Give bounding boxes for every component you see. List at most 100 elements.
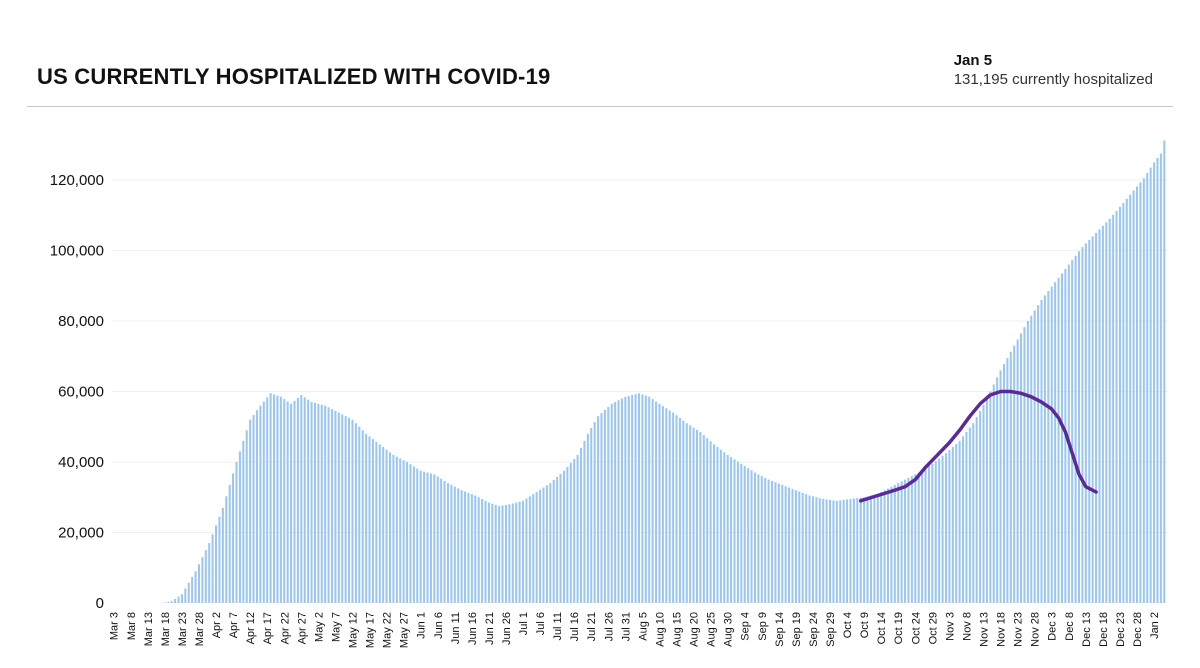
bar: [897, 483, 900, 603]
bar: [215, 525, 218, 603]
bar: [583, 440, 586, 603]
bar: [388, 452, 392, 603]
bar: [167, 601, 170, 603]
x-tick-label: Mar 23: [177, 612, 189, 646]
x-tick-label: Dec 23: [1115, 612, 1127, 647]
bar: [828, 499, 832, 603]
bar: [313, 402, 316, 603]
x-tick-label: Aug 25: [706, 612, 718, 647]
bar: [232, 473, 235, 603]
bar: [337, 412, 340, 603]
x-axis: Mar 3 Mar 8 Mar 13 Mar 18 Mar 23 Mar 28 Apr 2 A…: [109, 612, 1161, 648]
bar: [842, 499, 845, 603]
x-tick-label: Nov 23: [1013, 612, 1025, 647]
bar: [252, 415, 255, 603]
x-tick-label: Sep 24: [808, 612, 820, 647]
bar: [1067, 264, 1070, 603]
bar: [600, 413, 603, 603]
bar: [962, 436, 965, 603]
bar: [354, 423, 357, 603]
bar: [334, 410, 337, 603]
x-tick-label: Jan 2: [1149, 612, 1161, 639]
bar: [474, 495, 477, 603]
bar: [586, 433, 589, 603]
x-tick-label: Mar 18: [160, 612, 172, 646]
bar: [300, 395, 303, 603]
bar: [873, 494, 876, 603]
chart-title: US CURRENTLY HOSPITALIZED WITH COVID-19: [37, 64, 551, 89]
bar: [767, 479, 770, 604]
bar: [310, 402, 313, 603]
bar: [989, 391, 992, 603]
bar: [764, 477, 767, 603]
bar: [174, 598, 177, 603]
bar: [242, 440, 245, 603]
x-tick-label: Oct 29: [927, 612, 939, 644]
bar: [757, 474, 760, 603]
bar: [944, 453, 948, 603]
bar: [982, 404, 985, 603]
bar: [658, 403, 661, 603]
bar: [1040, 299, 1043, 603]
bar: [440, 478, 443, 603]
x-tick-label: Oct 14: [876, 612, 888, 644]
bar: [1115, 210, 1118, 603]
bar: [648, 396, 651, 603]
bar: [730, 457, 733, 603]
bar: [317, 403, 320, 603]
bar: [491, 503, 494, 603]
bar: [559, 473, 562, 603]
bar: [733, 459, 736, 603]
bar: [1139, 182, 1142, 603]
bar: [344, 416, 347, 603]
bar: [972, 423, 975, 603]
bar: [927, 465, 930, 603]
bar: [238, 451, 241, 603]
bar: [791, 488, 794, 603]
y-tick-label: 20,000: [58, 525, 104, 542]
bar: [358, 426, 361, 603]
bar: [753, 472, 756, 603]
x-tick-label: Mar 28: [194, 612, 206, 646]
bar: [218, 516, 221, 603]
bar: [644, 395, 647, 603]
x-tick-label: Jun 6: [433, 612, 445, 639]
bar: [348, 417, 351, 603]
bar: [883, 490, 886, 603]
bar: [368, 436, 371, 603]
bar: [382, 447, 385, 603]
x-tick-label: May 27: [399, 612, 411, 648]
bar: [539, 489, 542, 603]
bar: [1153, 162, 1156, 604]
x-tick-label: Dec 13: [1081, 612, 1093, 647]
bar: [191, 577, 194, 603]
bar: [992, 384, 995, 603]
bar: [330, 409, 334, 604]
bar: [801, 492, 804, 603]
bar: [849, 499, 852, 603]
bar: [893, 484, 896, 603]
bar: [528, 496, 531, 603]
bar: [1020, 333, 1023, 603]
x-tick-label: Apr 12: [245, 612, 257, 644]
bar: [522, 500, 525, 603]
bar: [951, 447, 954, 603]
bar: [771, 480, 774, 603]
bar: [784, 486, 787, 603]
bar: [907, 477, 910, 603]
bar: [856, 498, 859, 603]
bar: [371, 439, 374, 603]
bar: [579, 447, 583, 603]
bar: [863, 497, 866, 603]
bar: [569, 462, 572, 603]
bar: [651, 399, 654, 603]
bar: [760, 476, 763, 603]
x-tick-label: Oct 19: [893, 612, 905, 644]
bar: [324, 405, 327, 603]
bar: [481, 499, 484, 603]
x-tick-label: Jul 31: [620, 612, 632, 641]
bar: [197, 564, 201, 603]
bar: [890, 486, 893, 603]
bar: [876, 493, 879, 603]
